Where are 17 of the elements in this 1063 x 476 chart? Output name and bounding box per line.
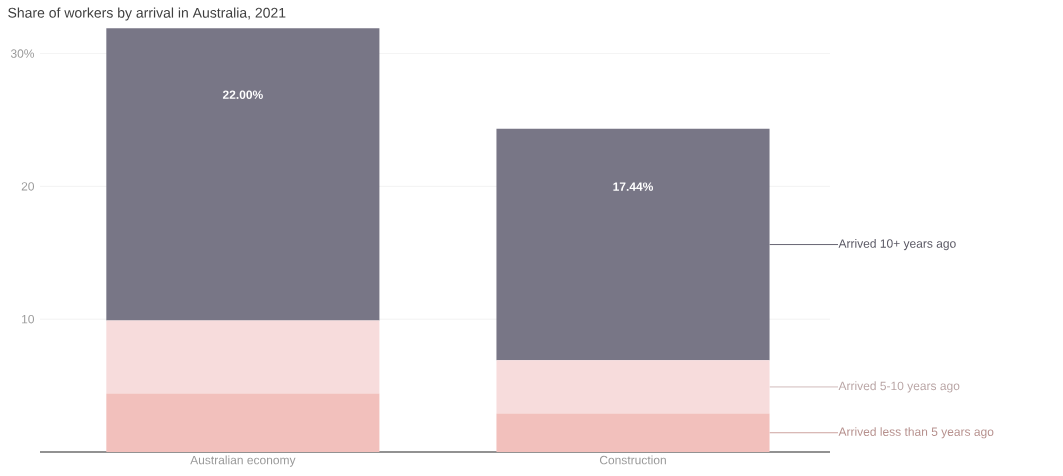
bar xyxy=(106,393,380,452)
bar xyxy=(106,28,380,321)
bar xyxy=(106,320,380,394)
data-label: 17.44% xyxy=(613,182,654,191)
bar xyxy=(496,360,770,414)
text: Arrived 5-10 years ago xyxy=(838,381,960,393)
y-tick-label: 30% xyxy=(10,49,35,58)
text: Arrived less than 5 years ago xyxy=(838,427,994,439)
text: Arrived 10+ years ago xyxy=(838,238,956,251)
x-tick-label: Australian economy xyxy=(190,455,296,467)
chart-title: Share of workers by arrival in Australia, 2021 xyxy=(8,7,286,21)
bar xyxy=(496,413,770,452)
data-label: 22.00% xyxy=(222,90,263,99)
bar xyxy=(496,128,770,361)
y-tick-label: 20 xyxy=(21,182,35,191)
y-tick-label: 10 xyxy=(22,314,35,324)
x-tick-label: Construction xyxy=(599,455,666,465)
